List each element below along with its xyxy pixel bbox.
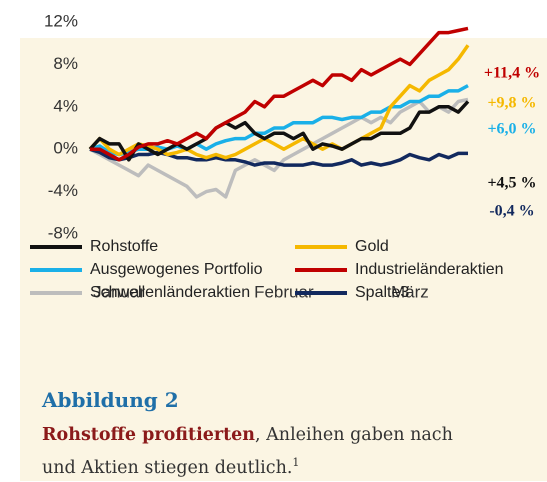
x-tick-label: Februar bbox=[254, 282, 314, 301]
legend-label: Spalte3 bbox=[355, 284, 409, 301]
y-tick-label: 12% bbox=[44, 11, 78, 30]
y-tick-label: 0% bbox=[53, 139, 78, 158]
series-line bbox=[89, 147, 468, 167]
legend-label: Schwellenländeraktien bbox=[90, 284, 250, 301]
chart: -8% -4% 0% 4% 8% 12% Januar Februar März +11,4 % +… bbox=[30, 11, 540, 301]
end-label: +6,0 % bbox=[487, 121, 536, 138]
caption-lead: Rohstoffe profitierten bbox=[42, 425, 256, 445]
y-tick-label: -8% bbox=[48, 223, 78, 242]
end-label: +4,5 % bbox=[487, 175, 536, 192]
series-line bbox=[90, 26, 469, 162]
y-tick-label: 4% bbox=[53, 96, 78, 115]
legend-label: Ausgewogenes Portfolio bbox=[90, 261, 263, 278]
end-label: +11,4 % bbox=[484, 65, 540, 82]
figure-label: Abbildung 2 bbox=[42, 388, 179, 412]
x-tick-label: Januar bbox=[93, 282, 145, 301]
legend-label: Gold bbox=[355, 238, 389, 255]
footnote: 1 bbox=[292, 456, 300, 469]
y-tick-label: -4% bbox=[48, 181, 78, 200]
series-line bbox=[88, 100, 470, 162]
end-label: -0,4 % bbox=[489, 203, 534, 220]
caption: Abbildung 2 Rohstoffe profitierten, Anle… bbox=[42, 388, 542, 482]
caption-line1: , Anleihen gaben nach bbox=[255, 425, 453, 445]
end-label: +9,8 % bbox=[487, 95, 536, 112]
caption-line2: und Aktien stiegen deutlich. bbox=[42, 457, 293, 478]
caption-text: Rohstoffe profitierten, Anleihen gaben n… bbox=[42, 422, 542, 482]
x-tick-label: März bbox=[391, 282, 429, 301]
legend-label: Rohstoffe bbox=[90, 238, 158, 255]
legend-label: Industrieländeraktien bbox=[355, 261, 504, 278]
y-tick-label: 8% bbox=[53, 54, 78, 73]
series-line bbox=[88, 44, 470, 160]
